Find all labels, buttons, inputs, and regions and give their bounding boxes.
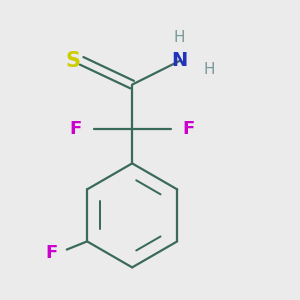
Text: N: N	[172, 51, 188, 70]
Text: H: H	[204, 62, 215, 77]
Text: F: F	[182, 120, 195, 138]
Text: H: H	[174, 30, 185, 45]
Text: F: F	[70, 120, 82, 138]
Text: S: S	[65, 51, 80, 71]
Text: F: F	[46, 244, 58, 262]
